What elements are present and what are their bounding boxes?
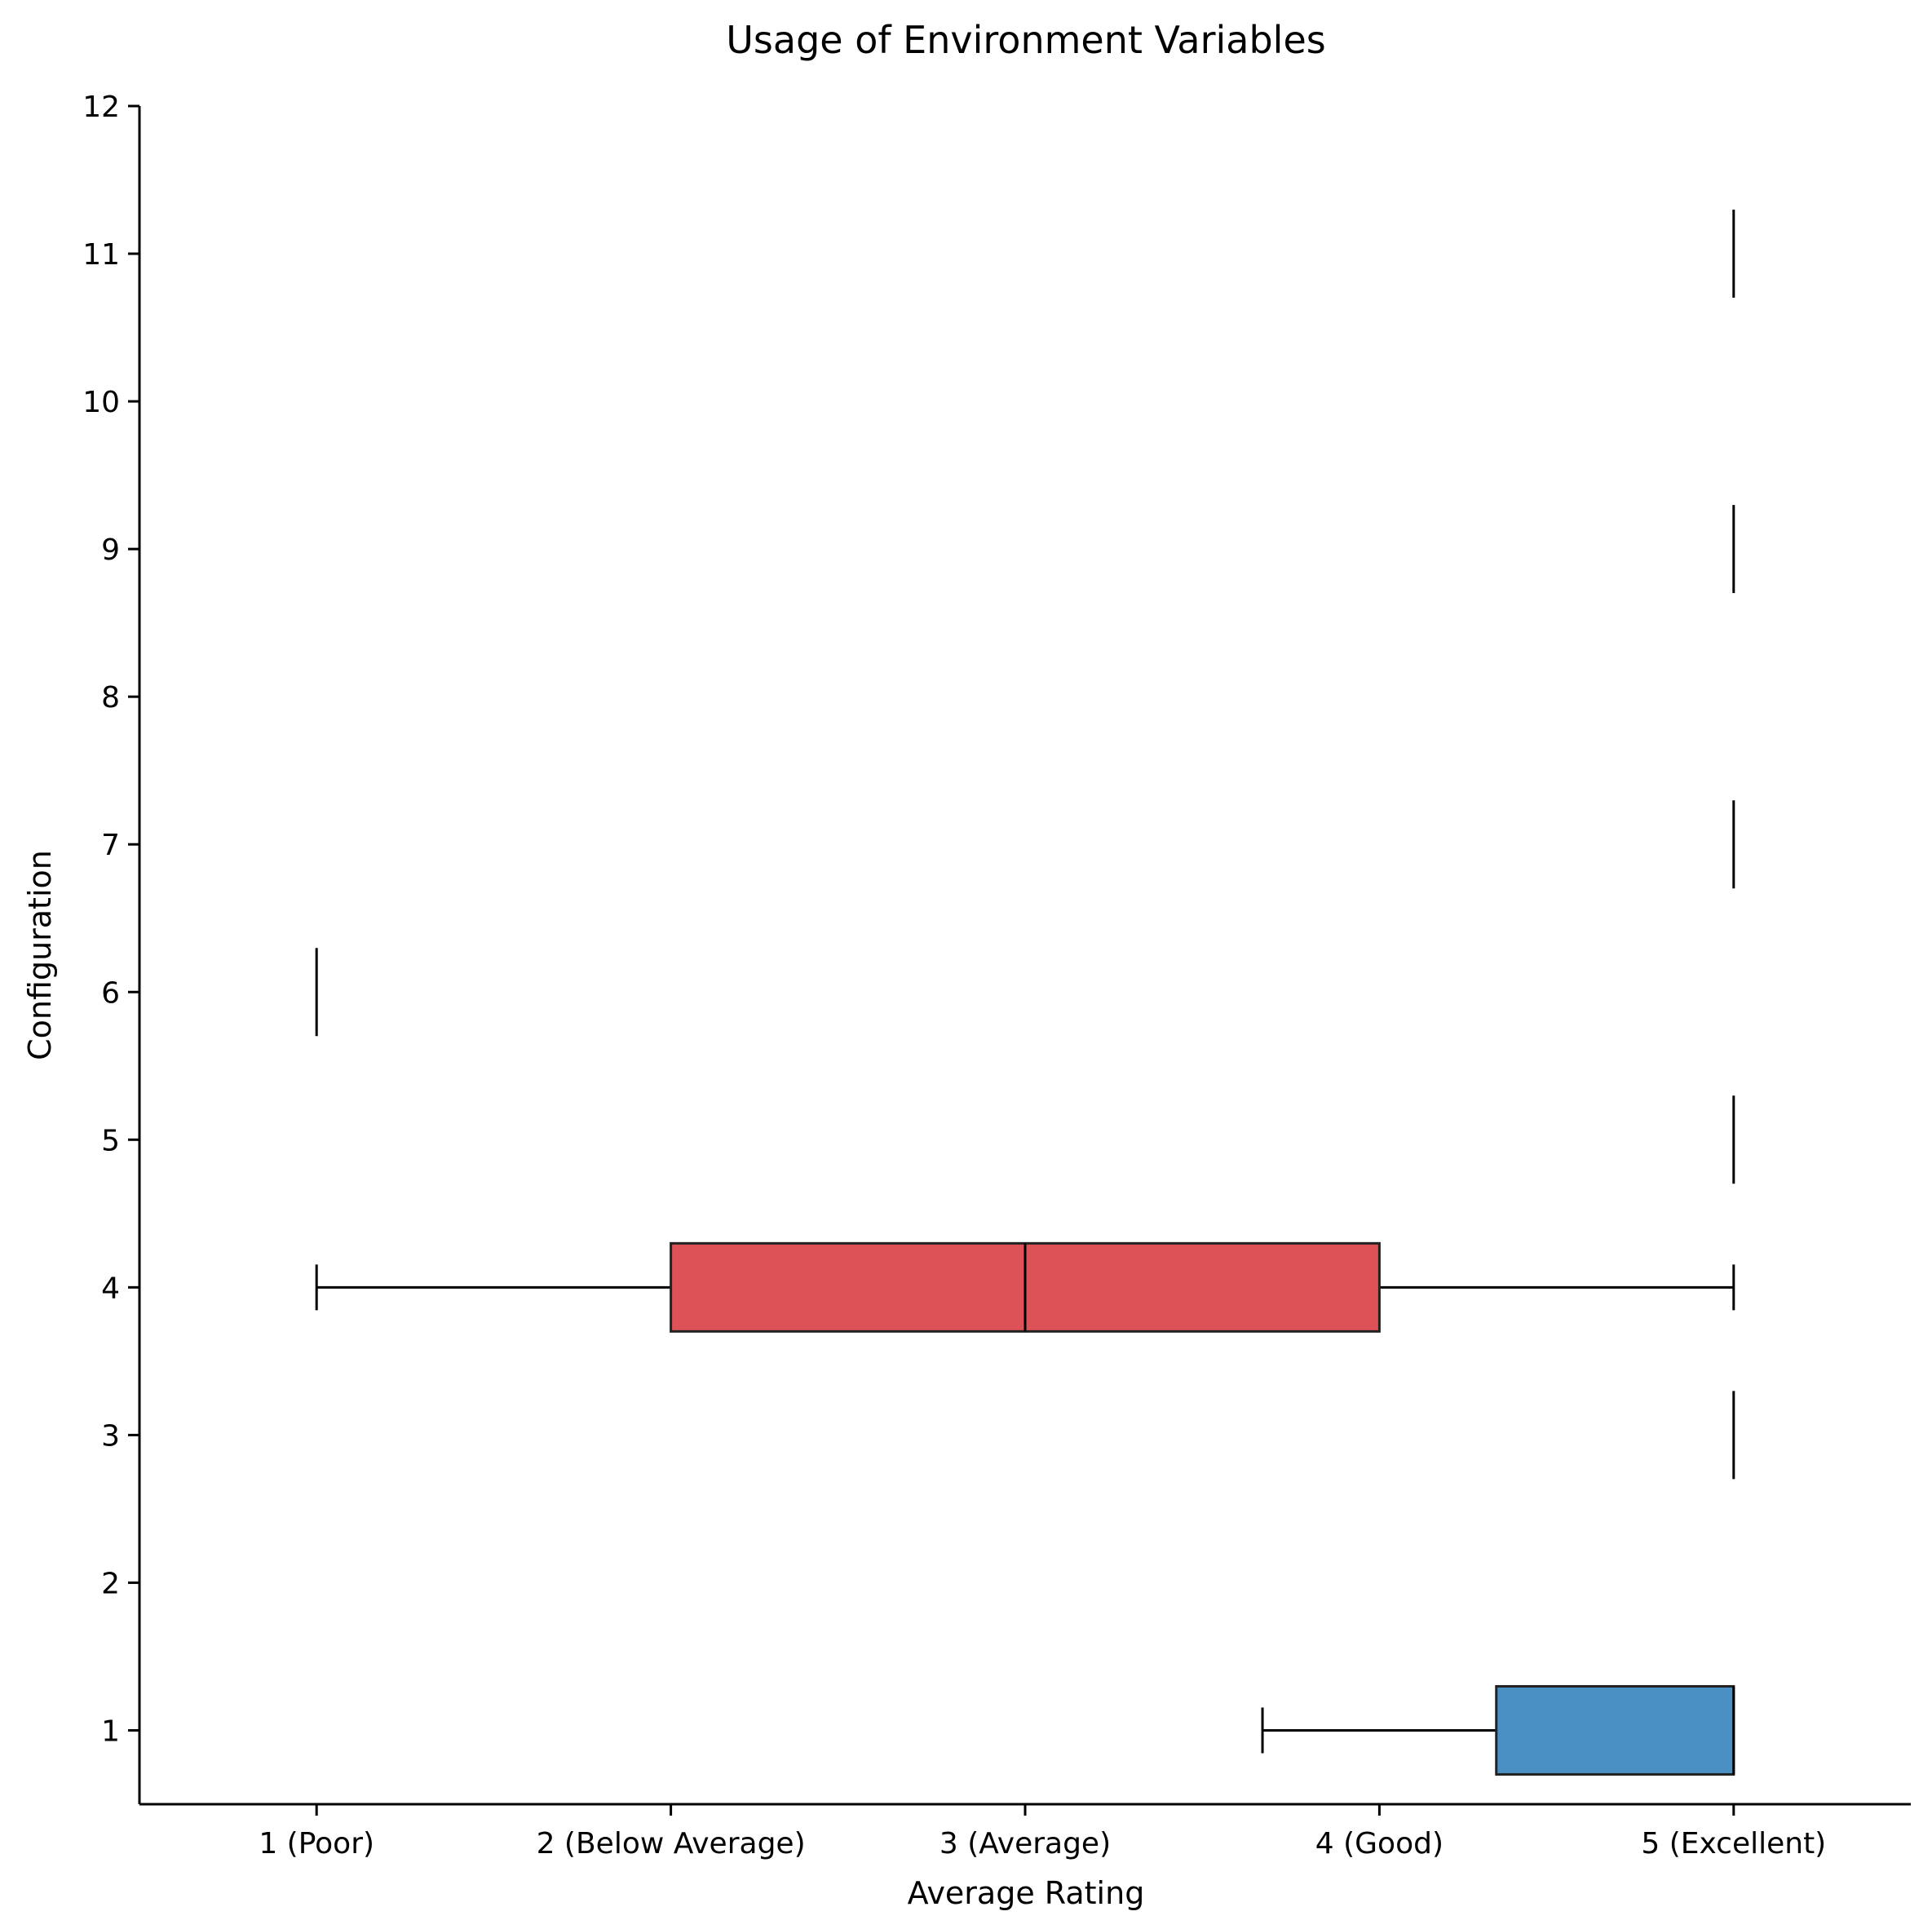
x-tick-label: 2 (Below Average) (537, 1827, 806, 1860)
y-tick-label: 9 (101, 533, 120, 567)
box (1495, 1684, 1735, 1776)
chart-title: Usage of Environment Variables (726, 18, 1325, 62)
y-tick-label: 6 (101, 976, 120, 1010)
x-tick-label: 4 (Good) (1315, 1827, 1443, 1860)
y-tick-label: 3 (101, 1419, 120, 1453)
y-tick-label: 11 (82, 238, 120, 272)
y-tick-label: 1 (101, 1714, 120, 1748)
x-tick-label: 5 (Excellent) (1641, 1827, 1826, 1860)
y-tick-label: 7 (101, 829, 120, 862)
y-tick-label: 2 (101, 1567, 120, 1600)
y-axis-label: Configuration (22, 850, 58, 1060)
boxes-layer (315, 210, 1735, 1776)
y-tick-label: 12 (82, 91, 120, 124)
y-tick-label: 10 (82, 386, 120, 419)
x-axis-label: Average Rating (908, 1875, 1145, 1911)
x-ticks-layer: 1 (Poor) 2 (Below Average) 3 (Average) 4 (G… (259, 1804, 1826, 1860)
box-group (315, 1241, 1735, 1333)
y-tick-label: 5 (101, 1124, 120, 1157)
y-tick-label: 8 (101, 681, 120, 715)
y-tick-label: 4 (101, 1272, 120, 1305)
box-group (1261, 1684, 1735, 1776)
x-tick-label: 3 (Average) (939, 1827, 1111, 1860)
x-tick-label: 1 (Poor) (259, 1827, 374, 1860)
